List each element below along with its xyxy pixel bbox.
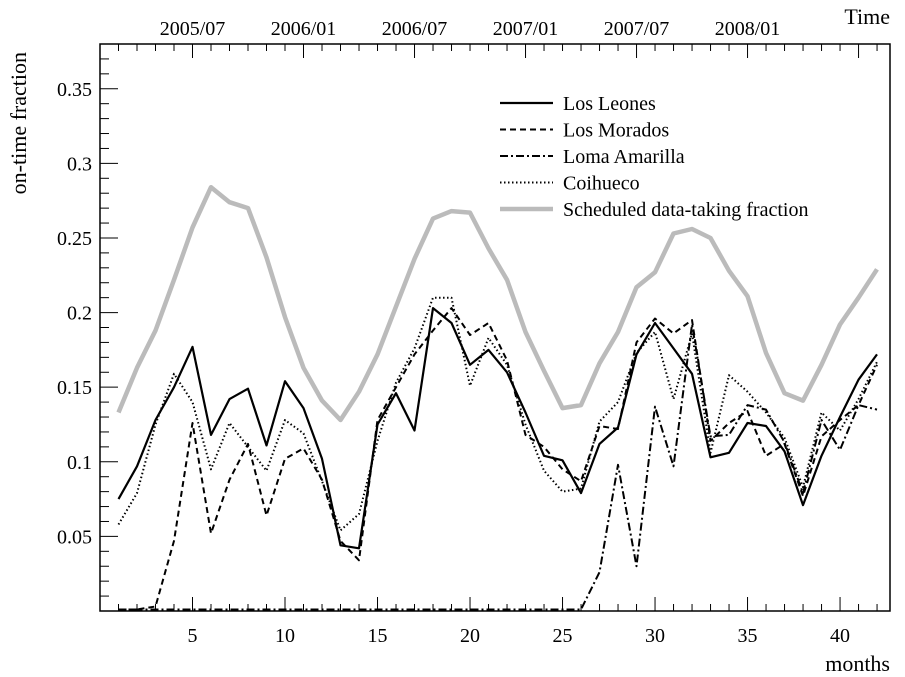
top-axis-label: Time bbox=[844, 4, 890, 29]
plot-area bbox=[116, 184, 879, 611]
x-tick-label: 20 bbox=[460, 625, 480, 647]
y-tick-label: 0.35 bbox=[57, 79, 92, 101]
y-tick-label: 0.25 bbox=[57, 228, 92, 250]
legend-entry-label: Los Leones bbox=[563, 93, 656, 115]
top-tick-label: 2007/07 bbox=[604, 18, 670, 40]
y-tick-label: 0.1 bbox=[67, 452, 92, 474]
x-tick-label: 25 bbox=[553, 625, 573, 647]
legend-entry-label: Coihueco bbox=[563, 173, 640, 195]
x-tick-label: 15 bbox=[368, 625, 388, 647]
series-line-los-leones bbox=[117, 307, 878, 550]
x-tick-label: 10 bbox=[275, 625, 295, 647]
x-axis-label: months bbox=[825, 651, 890, 676]
series-line-loma-amarilla bbox=[118, 323, 878, 611]
plot-frame bbox=[99, 43, 891, 612]
y-tick-label: 0.2 bbox=[67, 303, 92, 325]
x-tick-label: 5 bbox=[188, 625, 198, 647]
legend-entry-label: Loma Amarilla bbox=[563, 146, 685, 168]
x-tick-label: 40 bbox=[830, 625, 850, 647]
top-tick-label: 2007/01 bbox=[493, 18, 559, 40]
top-tick-label: 2006/01 bbox=[271, 18, 337, 40]
series-line-scheduled-data-taking-fraction bbox=[116, 184, 879, 423]
y-tick-label: 0.05 bbox=[57, 526, 92, 548]
legend: Los Leones Los Morados Loma Amarilla Coihue… bbox=[500, 93, 808, 221]
axes: 5 10 15 20 25 30 35 40 0.05 0.1 0.15 0.2 0.25 0.3 0.35… bbox=[57, 18, 878, 647]
legend-entry-label: Los Morados bbox=[563, 120, 669, 142]
top-tick-label: 2008/01 bbox=[715, 18, 781, 40]
x-tick-label: 35 bbox=[738, 625, 758, 647]
top-tick-label: 2006/07 bbox=[382, 18, 448, 40]
top-tick-label: 2005/07 bbox=[160, 18, 226, 40]
legend-entry-label: Scheduled data-taking fraction bbox=[563, 199, 808, 221]
y-tick-label: 0.3 bbox=[67, 153, 92, 175]
series-line-los-morados bbox=[118, 307, 878, 611]
x-tick-label: 30 bbox=[645, 625, 665, 647]
y-tick-label: 0.15 bbox=[57, 377, 92, 399]
y-axis-label: on-time fraction bbox=[6, 52, 31, 194]
series-line-coihueco bbox=[117, 296, 878, 532]
